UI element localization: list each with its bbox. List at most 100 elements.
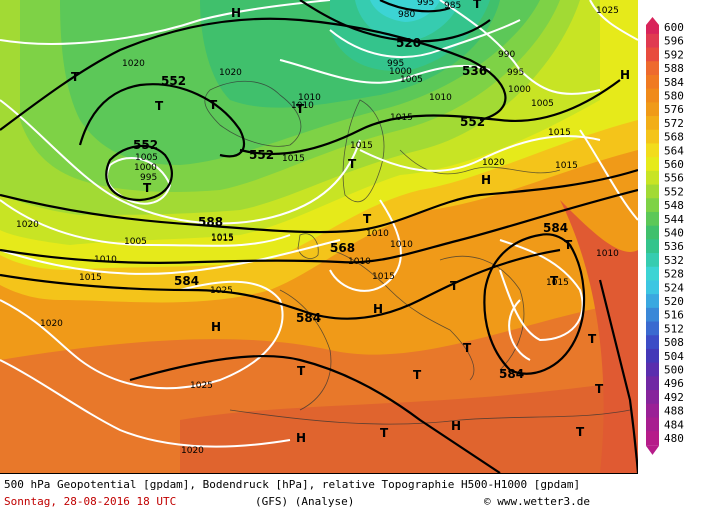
pressure-label: 1025	[596, 6, 619, 16]
pressure-label: 1000	[134, 163, 157, 173]
legend-swatch	[646, 157, 659, 172]
high-label: H	[231, 6, 241, 20]
legend-swatch	[646, 116, 659, 131]
high-pressure-centres: H H H H H H H	[211, 6, 630, 445]
legend-swatch	[646, 266, 659, 282]
pressure-label: 1015	[390, 113, 413, 123]
map-caption: 500 hPa Geopotential [gpdam], Bodendruck…	[0, 473, 638, 514]
legend-label: 484	[664, 418, 684, 431]
relative-topography-fill	[0, 0, 638, 473]
legend-label: 584	[664, 76, 684, 89]
pressure-label: 1010	[348, 257, 371, 267]
legend-label: 524	[664, 281, 684, 294]
legend-label: 588	[664, 62, 684, 75]
low-label: T	[413, 368, 422, 382]
legend-label: 520	[664, 295, 684, 308]
geopotential-label: 552	[249, 148, 274, 162]
legend-label: 512	[664, 322, 684, 335]
legend-label: 504	[664, 350, 684, 363]
pressure-label: 1020	[122, 59, 145, 69]
legend-swatch	[646, 376, 659, 392]
low-label: T	[71, 70, 80, 84]
legend-swatch	[646, 88, 659, 104]
geopotential-contours	[0, 0, 638, 473]
pressure-label: 1010	[390, 240, 413, 250]
pressure-label: 1000	[389, 67, 412, 77]
caption-copyright: © www.wetter3.de	[484, 495, 590, 508]
legend-swatch	[646, 225, 659, 241]
high-label: H	[620, 68, 630, 82]
pressure-label: 1000	[508, 85, 531, 95]
pressure-label: 1010	[596, 249, 619, 259]
low-label: T	[155, 99, 164, 113]
legend-label: 548	[664, 199, 684, 212]
legend-bottom-arrow	[646, 445, 659, 455]
pressure-labels: 1020 1020 1010 1010 995 1000 1005 1010 9…	[16, 0, 619, 456]
geopotential-label: 520	[396, 36, 421, 50]
low-label: T	[550, 274, 559, 288]
pressure-label: 1010	[291, 101, 314, 111]
pressure-label: 1015	[211, 234, 234, 244]
legend-swatch	[646, 143, 659, 159]
low-label: T	[473, 0, 482, 11]
pressure-label: 1015	[79, 273, 102, 283]
pressure-label: 1015	[546, 278, 569, 288]
low-label: T	[564, 238, 573, 252]
legend-label: 596	[664, 35, 684, 48]
geopotential-label: 568	[330, 241, 355, 255]
legend-swatch	[646, 253, 659, 268]
legend-swatch	[646, 403, 659, 419]
legend-label: 552	[664, 185, 684, 198]
legend-top-arrow	[646, 17, 659, 25]
legend-swatch	[646, 33, 659, 49]
colour-scale-legend: 600 596 592 588 584 580 576 572 568 564 560 556 552 5…	[638, 0, 704, 473]
high-label: H	[481, 173, 491, 187]
pressure-label: 1015	[211, 233, 234, 243]
legend-swatch	[646, 47, 659, 63]
pressure-label: 1020	[482, 158, 505, 168]
legend-swatch	[646, 390, 659, 405]
legend-swatch	[646, 307, 659, 323]
low-label: T	[450, 279, 459, 293]
legend-swatch	[646, 198, 659, 213]
legend-label: 516	[664, 309, 684, 322]
legend-swatch	[646, 211, 659, 227]
low-label: T	[595, 382, 604, 396]
legend-label: 528	[664, 268, 684, 281]
legend-swatch	[646, 280, 659, 296]
low-label: T	[380, 426, 389, 440]
isobars	[0, 0, 638, 448]
legend-swatch	[646, 61, 659, 76]
pressure-label: 995	[140, 173, 157, 183]
geopotential-label: 552	[133, 138, 158, 152]
high-label: H	[451, 419, 461, 433]
legend-label: 592	[664, 48, 684, 61]
legend-swatch	[646, 362, 659, 378]
pressure-label: 1005	[531, 99, 554, 109]
pressure-label: 1010	[298, 93, 321, 103]
high-label: H	[373, 302, 383, 316]
low-label: T	[296, 102, 305, 116]
pressure-label: 985	[444, 1, 461, 11]
pressure-label: 1015	[372, 272, 395, 282]
pressure-label: 1025	[190, 381, 213, 391]
caption-model: (GFS) (Analyse)	[255, 495, 355, 508]
legend-swatch	[646, 129, 659, 145]
geopotential-label: 584	[296, 311, 321, 325]
pressure-label: 1005	[124, 237, 147, 247]
pressure-label: 1025	[210, 286, 233, 296]
geopotential-label: 584	[174, 274, 199, 288]
geopotential-label: 584	[543, 221, 568, 235]
legend-label: 576	[664, 103, 684, 116]
pressure-label: 995	[507, 68, 524, 78]
pressure-label: 1015	[555, 161, 578, 171]
pressure-label: 995	[417, 0, 434, 8]
caption-date: Sonntag, 28-08-2016 18 UTC	[4, 495, 177, 508]
low-pressure-centres: T T T T T T T T T T T T T T T T T T	[71, 0, 604, 440]
low-label: T	[363, 212, 372, 226]
geopotential-labels: 552 552 552 520 536 552 588 568 584 584 …	[133, 36, 568, 381]
low-label: T	[588, 332, 597, 346]
legend-label: 536	[664, 240, 684, 253]
legend-swatch	[646, 294, 659, 309]
pressure-label: 1015	[350, 141, 373, 151]
